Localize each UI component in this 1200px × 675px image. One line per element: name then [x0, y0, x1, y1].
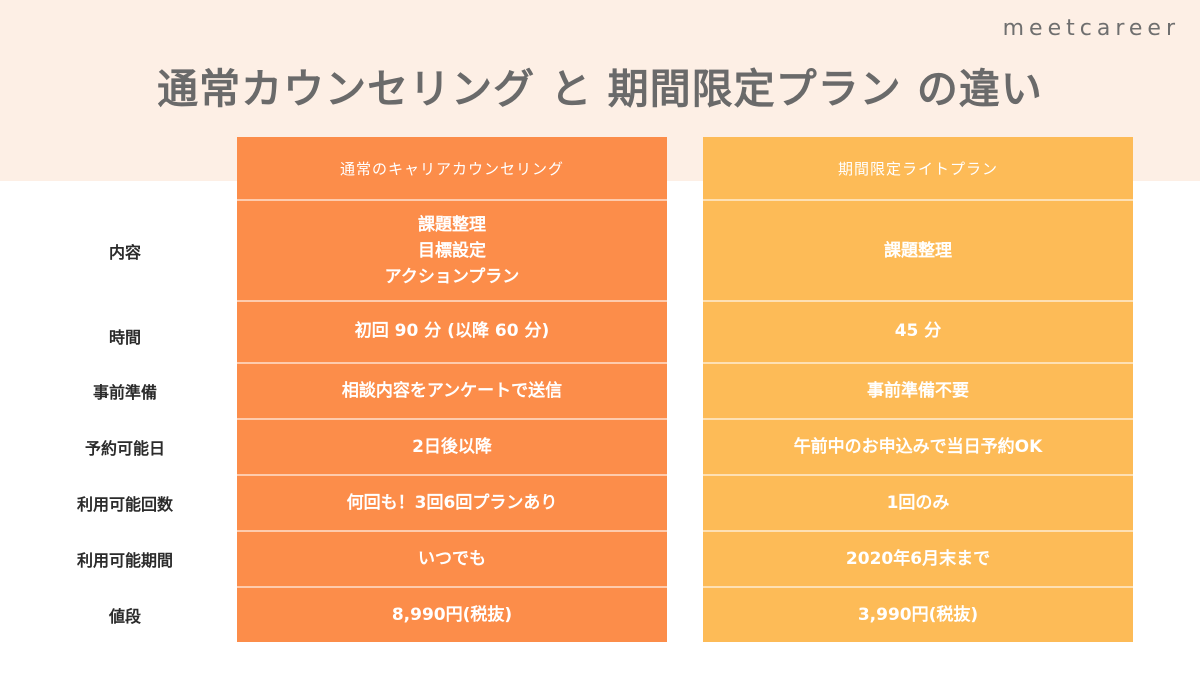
limited-price-cell: 3,990円(税抜): [857, 605, 979, 625]
normal-preparation-cell: 相談内容をアンケートで送信: [341, 381, 563, 401]
normal-content-item: 目標設定: [418, 240, 486, 261]
limited-usage-period-cell: 2020年6月末まで: [845, 549, 991, 569]
normal-column-header: 通常のキャリアカウンセリング: [339, 159, 564, 178]
normal-price-cell: 8,990円(税抜): [391, 605, 513, 625]
divider: [703, 586, 1133, 588]
divider: [703, 300, 1133, 302]
row-label-preparation: 事前準備: [92, 383, 157, 402]
row-label-time: 時間: [108, 328, 141, 347]
row-label-content: 内容: [108, 242, 141, 262]
divider: [237, 300, 667, 302]
divider: [703, 362, 1133, 364]
limited-content-cell: 課題整理: [703, 201, 1133, 300]
divider: [237, 418, 667, 420]
row-label-usage-count: 利用可能回数: [76, 495, 173, 514]
normal-usage-count-cell: 何回も！3回6回プランあり: [346, 493, 558, 513]
limited-booking-day-cell: 午前中のお申込みで当日予約OK: [793, 437, 1043, 457]
limited-plan-column: 期間限定ライトプラン 課題整理 45 分 事前準備不要 午前中のお申込みで当日予…: [703, 137, 1133, 642]
normal-booking-day-cell: 2日後以降: [412, 437, 492, 457]
limited-content-item: 課題整理: [884, 240, 952, 261]
normal-content-item: 課題整理: [418, 214, 486, 235]
limited-time-cell: 45 分: [894, 321, 942, 341]
normal-counseling-column: 通常のキャリアカウンセリング 課題整理 目標設定 アクションプラン 初回 90 …: [237, 137, 667, 642]
divider: [703, 418, 1133, 420]
divider: [237, 199, 667, 201]
normal-content-item: アクションプラン: [384, 266, 520, 287]
divider: [237, 474, 667, 476]
normal-time-cell: 初回 90 分 (以降 60 分): [354, 321, 550, 341]
divider: [703, 530, 1133, 532]
divider: [703, 474, 1133, 476]
divider: [237, 362, 667, 364]
divider: [237, 586, 667, 588]
limited-usage-count-cell: 1回のみ: [886, 493, 950, 513]
row-label-usage-period: 利用可能期間: [76, 551, 173, 570]
page-title: 通常カウンセリング と 期間限定プラン の違い: [157, 65, 1043, 113]
brand-logo-text: meetcareer: [1002, 16, 1180, 41]
row-label-price: 値段: [108, 607, 141, 626]
row-label-booking-day: 予約可能日: [84, 439, 165, 458]
normal-content-cell: 課題整理 目標設定 アクションプラン: [237, 201, 667, 300]
limited-column-header: 期間限定ライトプラン: [837, 159, 998, 178]
divider: [237, 530, 667, 532]
limited-preparation-cell: 事前準備不要: [867, 381, 969, 401]
normal-usage-period-cell: いつでも: [418, 549, 486, 569]
divider: [703, 199, 1133, 201]
